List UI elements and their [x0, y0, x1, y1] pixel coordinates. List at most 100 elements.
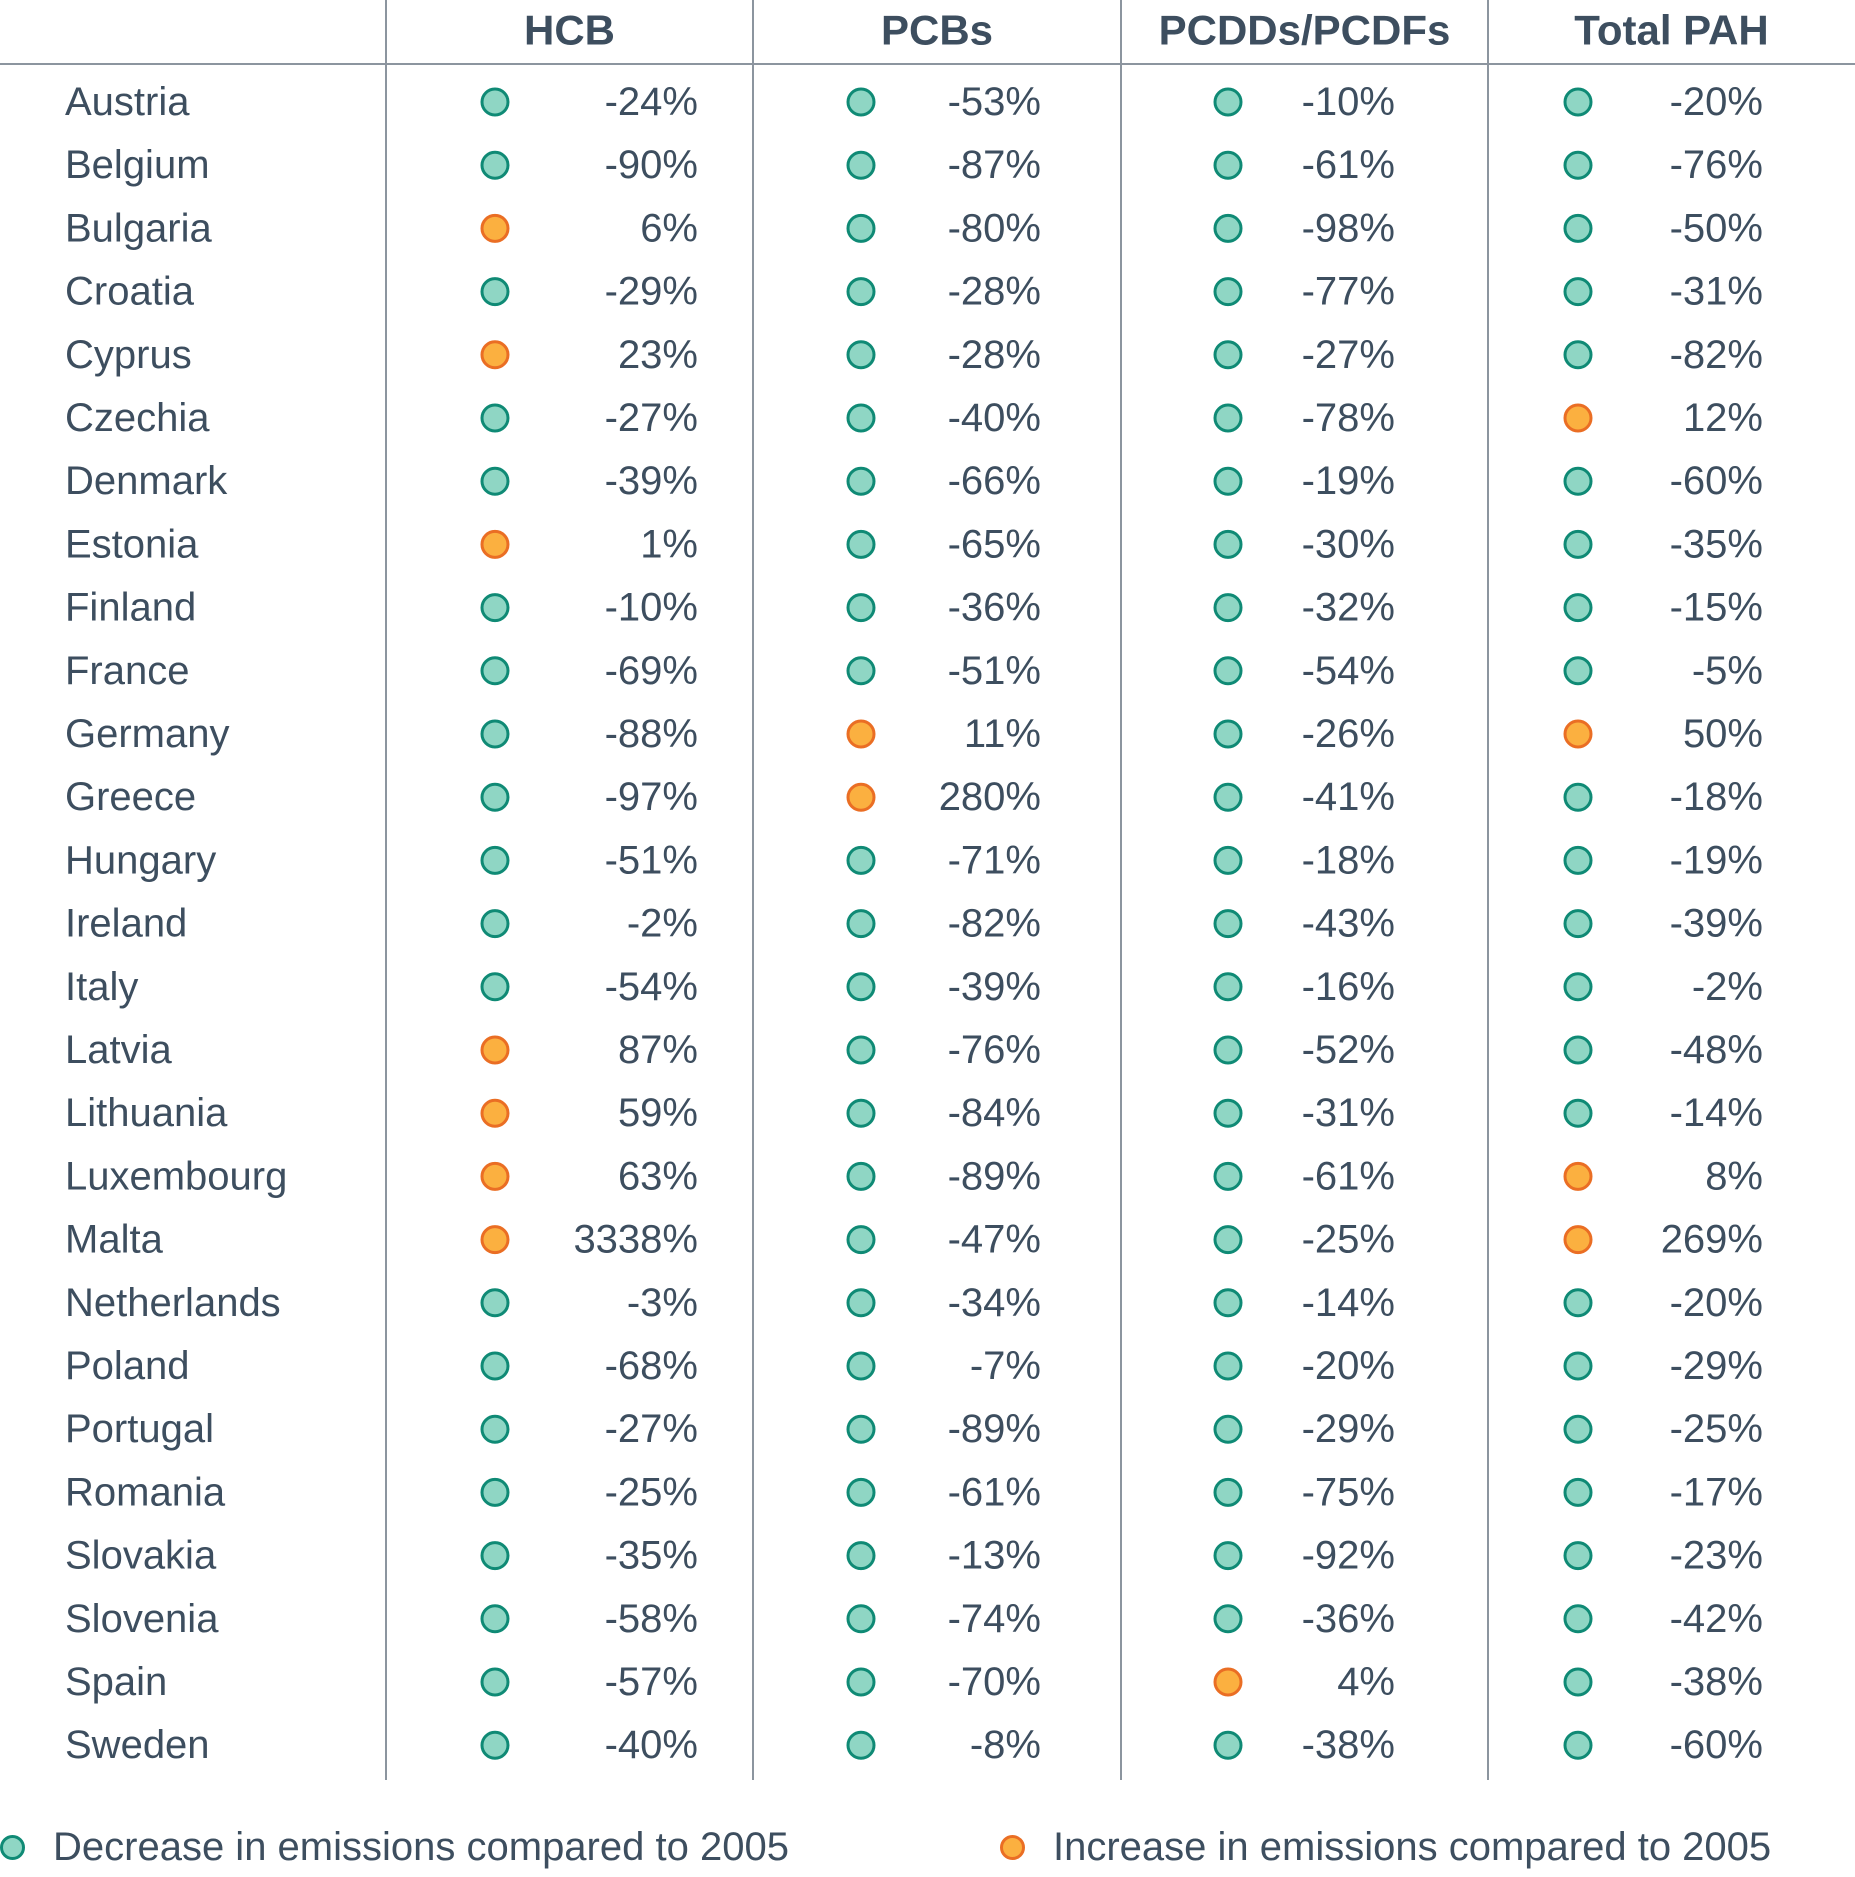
- decrease-dot-icon: [1213, 593, 1243, 623]
- decrease-dot-icon: [1213, 87, 1243, 117]
- value-label: -2%: [1692, 965, 1763, 1009]
- decrease-dot-icon: [846, 213, 876, 243]
- value-label: -75%: [1302, 1470, 1395, 1514]
- value-label: 280%: [939, 775, 1041, 819]
- table-row: France -69% -51% -54% -5%: [65, 649, 1763, 693]
- table-row: Latvia 87% -76% -52% -48%: [65, 1028, 1763, 1072]
- decrease-dot-icon: [1563, 1541, 1593, 1571]
- value-label: -25%: [1302, 1218, 1395, 1262]
- table-row: Romania -25% -61% -75% -17%: [65, 1470, 1763, 1514]
- value-label: -30%: [1302, 522, 1395, 566]
- value-label: -29%: [605, 270, 698, 314]
- value-label: -84%: [948, 1091, 1041, 1135]
- decrease-dot-icon: [1563, 1098, 1593, 1128]
- column-header: PCBs: [881, 7, 993, 54]
- value-label: -88%: [605, 712, 698, 756]
- decrease-dot-icon: [480, 593, 510, 623]
- decrease-dot-icon: [1563, 340, 1593, 370]
- decrease-dot-icon: [846, 403, 876, 433]
- decrease-dot-icon: [480, 845, 510, 875]
- country-label: Luxembourg: [65, 1154, 287, 1198]
- table-row: Austria -24% -53% -10% -20%: [65, 80, 1763, 124]
- value-label: -19%: [1670, 838, 1763, 882]
- value-label: -38%: [1302, 1723, 1395, 1767]
- decrease-dot-icon: [1563, 972, 1593, 1002]
- decrease-dot-icon: [846, 1351, 876, 1381]
- decrease-dot-icon: [1563, 1604, 1593, 1634]
- decrease-dot-icon: [1213, 1730, 1243, 1760]
- value-label: -76%: [1670, 143, 1763, 187]
- table-row: Czechia -27% -40% -78% 12%: [65, 396, 1763, 440]
- table-row: Luxembourg 63% -89% -61% 8%: [65, 1154, 1763, 1198]
- value-label: -40%: [948, 396, 1041, 440]
- legend: Decrease in emissions compared to 2005 I…: [0, 1822, 1855, 1872]
- decrease-dot-icon: [1563, 277, 1593, 307]
- value-label: -89%: [948, 1154, 1041, 1198]
- decrease-dot-icon: [1213, 1035, 1243, 1065]
- decrease-dot-icon: [846, 466, 876, 496]
- country-label: Spain: [65, 1660, 167, 1704]
- decrease-dot-icon: [846, 277, 876, 307]
- decrease-dot-icon: [480, 1414, 510, 1444]
- value-label: -68%: [605, 1344, 698, 1388]
- value-label: -27%: [605, 396, 698, 440]
- value-label: -29%: [1670, 1344, 1763, 1388]
- value-label: -80%: [948, 206, 1041, 250]
- legend-item-increase: Increase in emissions compared to 2005: [1000, 1822, 1771, 1872]
- value-label: -38%: [1670, 1660, 1763, 1704]
- value-label: -48%: [1670, 1028, 1763, 1072]
- decrease-dot-icon: [846, 340, 876, 370]
- decrease-dot-icon: [1213, 909, 1243, 939]
- value-label: -74%: [948, 1597, 1041, 1641]
- value-label: 6%: [640, 206, 698, 250]
- decrease-dot-icon: [1213, 845, 1243, 875]
- table-row: Sweden -40% -8% -38% -60%: [65, 1723, 1763, 1767]
- decrease-dot-icon: [0, 1834, 25, 1860]
- value-label: -14%: [1670, 1091, 1763, 1135]
- country-label: Cyprus: [65, 333, 192, 377]
- decrease-dot-icon: [1563, 845, 1593, 875]
- value-label: 59%: [618, 1091, 698, 1135]
- country-label: Italy: [65, 965, 138, 1009]
- value-label: -65%: [948, 522, 1041, 566]
- decrease-dot-icon: [846, 1098, 876, 1128]
- decrease-dot-icon: [1563, 1414, 1593, 1444]
- country-label: Finland: [65, 586, 196, 630]
- value-label: -17%: [1670, 1470, 1763, 1514]
- value-label: -82%: [948, 902, 1041, 946]
- value-label: -61%: [1302, 1154, 1395, 1198]
- value-label: -71%: [948, 838, 1041, 882]
- decrease-dot-icon: [1213, 277, 1243, 307]
- table-row: Croatia -29% -28% -77% -31%: [65, 270, 1763, 314]
- decrease-dot-icon: [1213, 340, 1243, 370]
- value-label: -18%: [1670, 775, 1763, 819]
- column-header: PCDDs/PCDFs: [1159, 7, 1451, 54]
- decrease-dot-icon: [1563, 1351, 1593, 1381]
- value-label: -23%: [1670, 1534, 1763, 1578]
- country-label: Slovakia: [65, 1534, 217, 1578]
- value-label: -5%: [1692, 649, 1763, 693]
- country-label: Lithuania: [65, 1091, 228, 1135]
- value-label: -90%: [605, 143, 698, 187]
- decrease-dot-icon: [480, 782, 510, 812]
- decrease-dot-icon: [480, 1604, 510, 1634]
- value-label: -47%: [948, 1218, 1041, 1262]
- decrease-dot-icon: [480, 909, 510, 939]
- value-label: -29%: [1302, 1407, 1395, 1451]
- country-label: Estonia: [65, 522, 199, 566]
- value-label: 11%: [964, 712, 1041, 756]
- country-label: Malta: [65, 1218, 164, 1262]
- increase-dot-icon: [1000, 1834, 1025, 1860]
- value-label: -10%: [1302, 80, 1395, 124]
- value-label: -13%: [948, 1534, 1041, 1578]
- value-label: -20%: [1670, 80, 1763, 124]
- value-label: -43%: [1302, 902, 1395, 946]
- value-label: -18%: [1302, 838, 1395, 882]
- decrease-dot-icon: [1563, 1035, 1593, 1065]
- decrease-dot-icon: [1213, 1098, 1243, 1128]
- decrease-dot-icon: [480, 972, 510, 1002]
- decrease-dot-icon: [480, 1730, 510, 1760]
- table-row: Malta 3338% -47% -25% 269%: [65, 1218, 1763, 1262]
- decrease-dot-icon: [1563, 593, 1593, 623]
- increase-dot-icon: [846, 782, 876, 812]
